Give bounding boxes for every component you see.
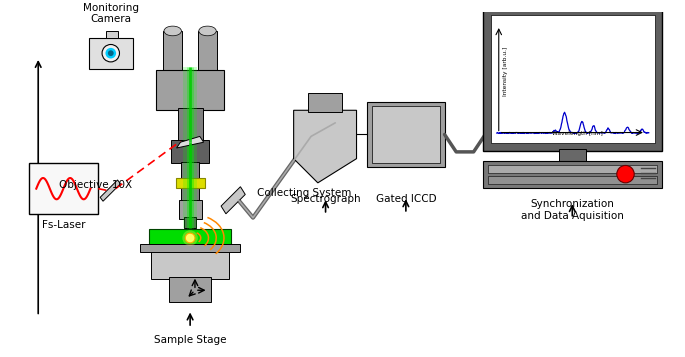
Bar (372, 106, 440, 162)
Ellipse shape (105, 48, 116, 59)
Bar (367, 102, 445, 167)
Text: Synchronization
and Data Aquisition: Synchronization and Data Aquisition (521, 199, 624, 221)
Bar (175, 178, 205, 188)
Ellipse shape (102, 45, 119, 62)
Polygon shape (177, 136, 203, 148)
Bar (156, 70, 224, 110)
Bar (491, 15, 655, 143)
Bar (198, 31, 217, 71)
Text: Spectrograph: Spectrograph (290, 195, 361, 205)
Bar (559, 149, 586, 162)
Bar (488, 176, 658, 184)
Ellipse shape (164, 26, 182, 36)
Ellipse shape (199, 26, 216, 36)
Text: Collecting System: Collecting System (257, 187, 351, 197)
Bar (171, 140, 210, 164)
Bar (140, 244, 240, 252)
Bar (488, 165, 658, 173)
Text: Intensity [arb.u.]: Intensity [arb.u.] (503, 47, 508, 96)
Bar (29, 164, 98, 214)
Polygon shape (221, 187, 245, 214)
Bar (151, 250, 229, 278)
Text: Sample Stage: Sample Stage (154, 335, 226, 345)
Polygon shape (294, 110, 356, 183)
Text: Fs-Laser: Fs-Laser (42, 220, 85, 230)
Bar (163, 31, 182, 71)
Bar (169, 277, 212, 302)
Ellipse shape (108, 50, 114, 56)
Bar (184, 217, 196, 228)
Bar (308, 93, 342, 112)
Bar (177, 108, 203, 142)
Bar (88, 38, 133, 69)
Bar (149, 229, 231, 246)
Bar (179, 200, 201, 218)
Bar (182, 162, 199, 202)
Text: Gated ICCD: Gated ICCD (375, 195, 436, 205)
Polygon shape (100, 180, 121, 201)
Bar (484, 8, 662, 151)
Bar (484, 161, 662, 188)
Circle shape (616, 165, 634, 183)
Text: Wavelength [nm]: Wavelength [nm] (551, 131, 603, 136)
Bar (106, 31, 118, 38)
Circle shape (182, 230, 198, 246)
Text: Monitoring
Camera: Monitoring Camera (83, 2, 139, 24)
Text: Objective 10X: Objective 10X (59, 180, 132, 190)
Circle shape (185, 233, 195, 243)
